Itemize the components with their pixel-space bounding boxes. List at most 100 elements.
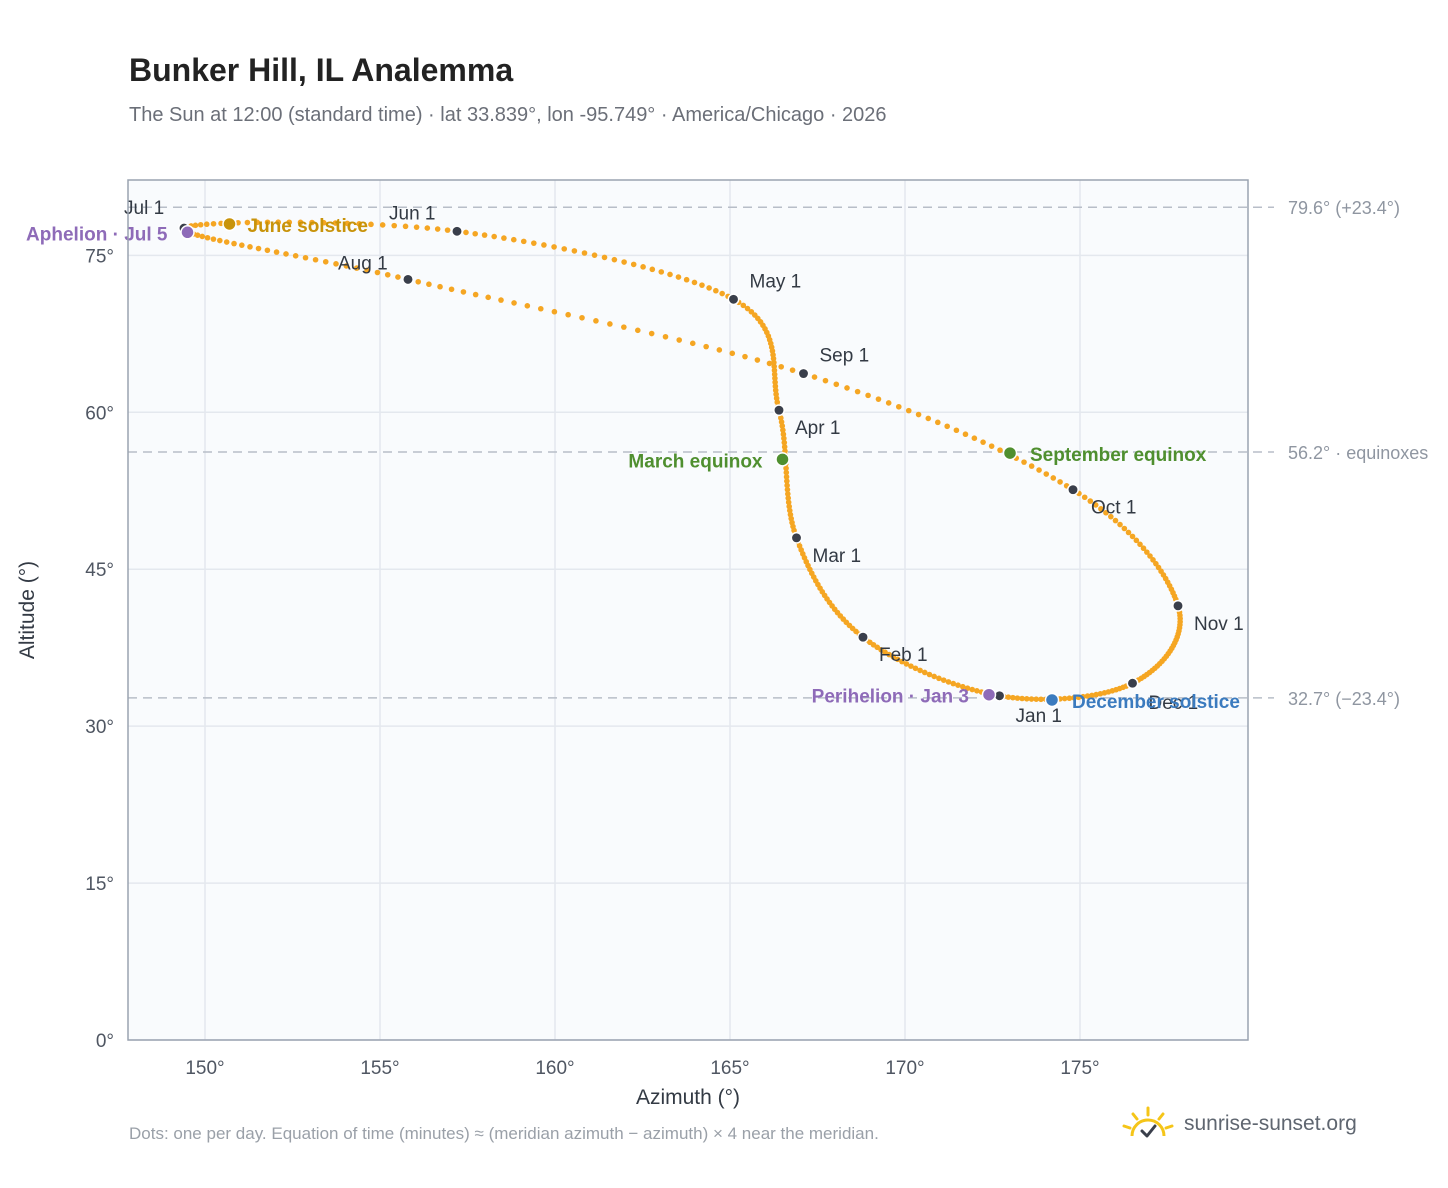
plot-border xyxy=(127,179,1249,1041)
month-marker xyxy=(727,293,740,306)
daily-dot xyxy=(689,340,696,347)
month-label: Mar 1 xyxy=(813,546,862,567)
x-axis-label: Azimuth (°) xyxy=(636,1086,740,1109)
daily-dot xyxy=(786,503,792,510)
daily-dot xyxy=(903,661,910,667)
daily-dot xyxy=(912,665,919,672)
daily-dot xyxy=(491,233,497,240)
month-label: Oct 1 xyxy=(1091,498,1136,519)
daily-dot xyxy=(194,232,201,238)
daily-dot xyxy=(931,673,937,680)
y-tick-label: 30° xyxy=(85,717,114,738)
daily-dot xyxy=(785,499,792,506)
daily-dot xyxy=(607,321,613,327)
daily-dot xyxy=(953,427,960,434)
daily-dot xyxy=(905,407,912,414)
daily-dot xyxy=(781,439,788,446)
daily-dot xyxy=(292,253,299,259)
daily-dot xyxy=(463,229,469,236)
daily-dot xyxy=(485,294,491,301)
daily-dot xyxy=(374,269,381,276)
month-marker xyxy=(1067,483,1079,496)
daily-dot xyxy=(415,278,422,285)
daily-dot xyxy=(980,439,986,445)
daily-dot xyxy=(917,667,923,674)
month-marker xyxy=(451,225,463,238)
brand-name: sunrise-sunset.org xyxy=(1184,1112,1357,1135)
daily-dot xyxy=(703,343,709,350)
daily-dot xyxy=(1061,695,1068,702)
daily-dot xyxy=(391,222,398,229)
daily-dot xyxy=(384,271,391,278)
daily-dot xyxy=(908,663,914,669)
daily-dot xyxy=(1057,479,1063,485)
daily-dot xyxy=(364,267,370,274)
daily-dot xyxy=(210,220,217,227)
month-label: Apr 1 xyxy=(795,418,840,439)
daily-dot xyxy=(1005,694,1012,700)
daily-dot xyxy=(444,227,451,233)
daily-dot xyxy=(1050,475,1057,481)
daily-dot xyxy=(1084,693,1091,699)
month-marker xyxy=(797,367,810,380)
daily-dot xyxy=(501,235,507,241)
daily-dot xyxy=(784,478,790,484)
sun-logo-icon xyxy=(1122,1106,1174,1138)
daily-dot xyxy=(683,276,690,283)
daily-dot xyxy=(571,248,578,254)
daily-dot xyxy=(921,669,928,676)
daily-dot xyxy=(217,237,223,244)
y-tick-label: 15° xyxy=(85,874,114,895)
daily-dot xyxy=(275,219,282,226)
daily-dot xyxy=(1043,471,1050,477)
daily-dot xyxy=(264,219,271,226)
daily-dot xyxy=(255,245,262,252)
daily-dot xyxy=(309,219,315,226)
daily-dot xyxy=(537,305,544,312)
daily-dot xyxy=(379,222,386,228)
daily-dot xyxy=(591,252,598,258)
brand[interactable]: sunrise-sunset.org xyxy=(1120,1102,1357,1146)
month-label: Sep 1 xyxy=(820,346,870,367)
daily-dot xyxy=(781,444,788,450)
daily-dot xyxy=(472,291,479,298)
daily-dot xyxy=(875,396,882,402)
daily-dot xyxy=(950,680,957,687)
daily-dot xyxy=(894,656,901,663)
daily-dot xyxy=(1147,553,1153,559)
daily-dot xyxy=(742,353,748,360)
daily-dot xyxy=(748,308,755,315)
daily-dot xyxy=(649,266,656,273)
daily-dot xyxy=(511,300,517,306)
event-label: September equinox xyxy=(1030,445,1207,466)
daily-dot xyxy=(1019,695,1025,702)
month-marker xyxy=(402,273,414,286)
daily-dot xyxy=(448,286,455,293)
reference-line-label: 79.6° (+23.4°) xyxy=(1288,198,1400,218)
event-label: Aphelion · Jul 5 xyxy=(26,224,168,245)
daily-dot xyxy=(865,392,871,399)
daily-dot xyxy=(1023,696,1030,702)
x-tick-label: 175° xyxy=(1060,1058,1099,1079)
event-marker xyxy=(981,687,997,702)
daily-dot xyxy=(754,357,761,363)
x-tick-label: 150° xyxy=(185,1058,224,1079)
daily-dot xyxy=(789,367,796,373)
daily-dot xyxy=(621,259,627,265)
daily-dot xyxy=(886,651,892,658)
daily-dot xyxy=(343,263,350,269)
daily-dot xyxy=(344,220,351,227)
daily-dot xyxy=(1014,695,1021,701)
daily-dot xyxy=(676,337,683,343)
daily-dot xyxy=(854,388,861,395)
x-tick-label: 170° xyxy=(885,1058,924,1079)
daily-dot xyxy=(634,327,641,334)
month-label: Jan 1 xyxy=(1016,706,1062,727)
daily-dot xyxy=(1098,506,1104,512)
daily-dot xyxy=(772,387,779,394)
daily-dot xyxy=(1021,459,1027,465)
daily-dot xyxy=(811,374,818,380)
daily-dot xyxy=(699,282,705,288)
daily-dot xyxy=(955,682,961,689)
month-marker xyxy=(790,531,803,544)
